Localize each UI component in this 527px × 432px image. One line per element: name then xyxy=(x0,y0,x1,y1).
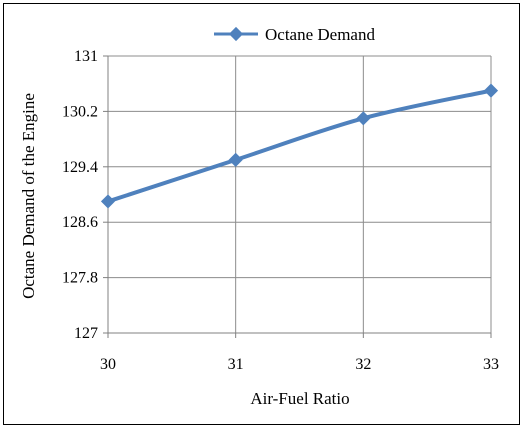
y-tick-label: 130.2 xyxy=(62,103,98,120)
x-axis-title: Air-Fuel Ratio xyxy=(250,389,349,408)
y-tick-label: 129.4 xyxy=(62,159,98,176)
y-tick-label: 127.8 xyxy=(62,270,98,287)
series-line xyxy=(107,88,492,204)
y-tick-label: 127 xyxy=(74,325,98,342)
data-series xyxy=(100,83,499,209)
chart-frame xyxy=(3,3,520,425)
x-tick-label: 31 xyxy=(228,356,244,373)
y-tick-label: 131 xyxy=(74,48,98,65)
y-axis-title: Octane Demand of the Engine xyxy=(19,93,38,299)
data-point xyxy=(483,83,499,98)
tick-labels: 127 127.8 128.6 129.4 130.2 131 30 31 32 33 xyxy=(62,48,499,373)
x-tick-label: 30 xyxy=(100,356,116,373)
axes xyxy=(103,55,492,338)
legend-diamond-marker xyxy=(228,26,244,42)
legend: Octane Demand xyxy=(214,25,375,44)
data-point xyxy=(356,111,371,126)
y-tick-label: 128.6 xyxy=(62,214,98,231)
grid-lines xyxy=(108,55,492,333)
data-point xyxy=(228,152,243,167)
legend-label: Octane Demand xyxy=(265,25,375,44)
data-point xyxy=(100,194,116,209)
x-tick-label: 32 xyxy=(355,356,371,373)
x-tick-label: 33 xyxy=(483,356,499,373)
